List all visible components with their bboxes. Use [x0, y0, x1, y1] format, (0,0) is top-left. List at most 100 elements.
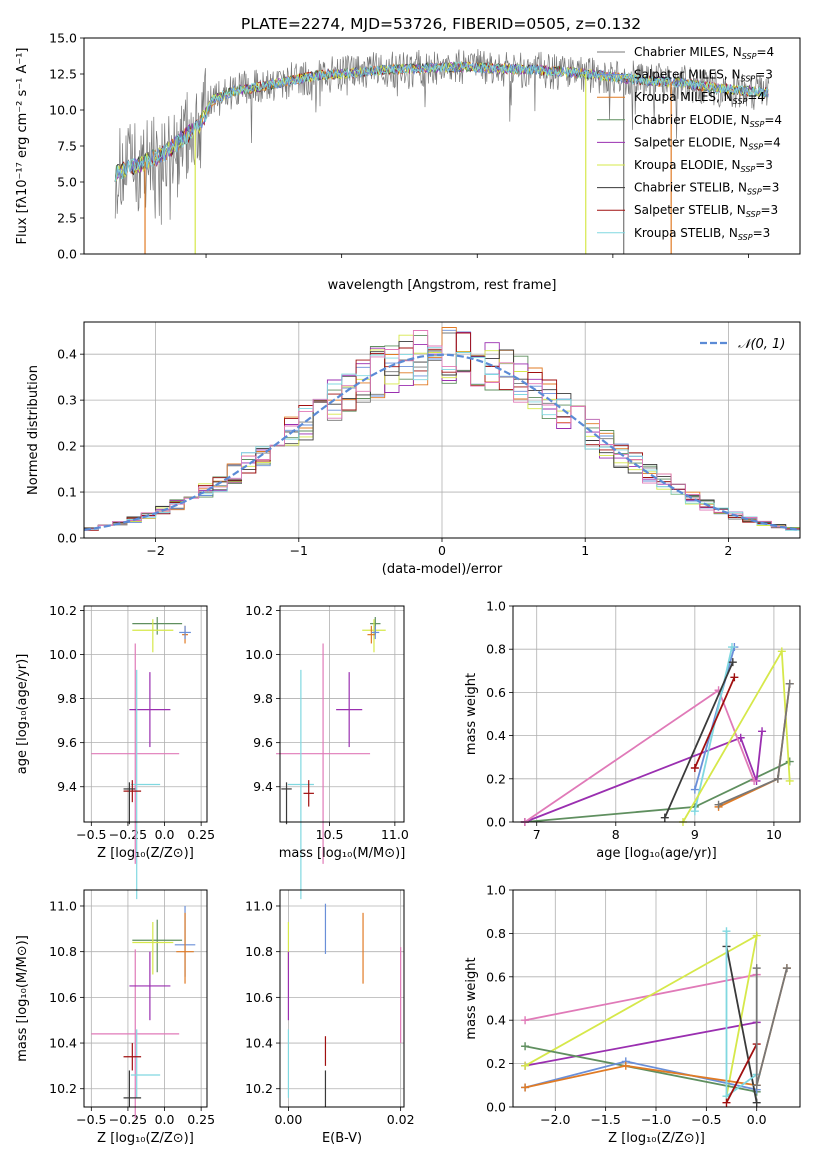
y-tick-label: 9.8 [57, 691, 77, 706]
histogram-series [84, 330, 800, 533]
x-tick-label: −0.5 [76, 1112, 106, 1127]
y-tick-label: 0.6 [486, 685, 506, 700]
y-tick-label: 0.2 [57, 439, 77, 454]
legend-sub: SSP [746, 210, 761, 219]
y-tick-label: 0.2 [486, 771, 506, 786]
weight-point [782, 964, 791, 973]
normal-curve [83, 353, 801, 531]
weight-point [785, 757, 794, 766]
y-tick-label: 10.0 [49, 103, 77, 118]
weight-point [722, 1098, 731, 1107]
x-axis-label: Z [log₁₀(Z/Z⊙)] [608, 1131, 705, 1146]
x-tick-label: 0.0 [155, 1112, 175, 1127]
y-tick-label: 9.4 [57, 779, 77, 794]
x-tick-label: −0.25 [109, 827, 147, 842]
legend-label: Salpeter ELODIE, NSSP=4 [634, 135, 781, 151]
y-tick-label: 2.5 [57, 211, 77, 226]
weight-point [758, 727, 767, 736]
y-axis-label: Flux [fλ10⁻¹⁷ erg cm⁻² s⁻¹ A⁻¹] [15, 48, 30, 245]
y-tick-label: 0.0 [57, 247, 77, 262]
x-tick-label: −0.5 [76, 827, 106, 842]
weight-series-line [693, 676, 736, 769]
legend-tail: =3 [755, 68, 773, 82]
weight-series-line [725, 1043, 758, 1104]
weight-point [750, 776, 759, 785]
y-tick-label: 10.8 [49, 944, 77, 959]
x-tick-label: −0.25 [109, 1112, 147, 1127]
weight-point [752, 1081, 761, 1090]
x-tick-label: 0.00 [274, 1112, 302, 1127]
x-tick-label: 0 [438, 543, 446, 558]
axes-frame [83, 605, 208, 823]
y-tick-label: 10.2 [49, 1081, 77, 1096]
y-tick-label: 10.4 [245, 1036, 273, 1051]
y-tick-label: 5.0 [57, 175, 77, 190]
y-tick-label: 0.6 [486, 969, 506, 984]
weight-point [521, 1083, 530, 1092]
y-axis-label: age [log₁₀(age/yr)] [15, 654, 30, 775]
age-vs-metallicity-panel: −0.5 −0.25 0.0 0.25 9.4 9.6 9.8 10.0 10.2 Z [log₁… [15, 603, 215, 900]
mass-vs-ebv-panel: 0.00 0.02 10.2 10.4 10.6 10.8 11.0 E(B-V) [245, 889, 415, 1146]
x-tick-label: 10.5 [316, 827, 344, 842]
weight-series-line [755, 967, 788, 1086]
x-axis-label: wavelength [Angstrom, rest frame] [328, 278, 557, 293]
legend-sub: SSP [742, 52, 757, 61]
figure-title: PLATE=2274, MJD=53726, FIBERID=0505, z=0… [241, 15, 641, 33]
legend-label: 𝒩(0, 1) [738, 337, 785, 352]
weight-series-line [718, 683, 791, 806]
legend-text: Chabrier MILES, N [634, 45, 742, 59]
y-tick-label: 0.2 [486, 1056, 506, 1071]
weight-series-line [524, 731, 763, 823]
y-tick-label: 12.5 [49, 67, 77, 82]
weight-point [752, 1098, 761, 1107]
x-tick-label: 0.0 [155, 827, 175, 842]
weight-series-line [524, 1045, 757, 1093]
y-tick-label: 10.8 [245, 944, 273, 959]
weight-point [722, 927, 731, 936]
legend-tail: =4 [756, 45, 774, 59]
legend-label: Salpeter STELIB, NSSP=3 [634, 203, 778, 219]
y-tick-label: 0.0 [486, 1100, 506, 1115]
weight-point [785, 776, 794, 785]
x-axis-label: Z [log₁₀(Z/Z⊙)] [97, 846, 194, 861]
legend-sub: SSP [750, 120, 765, 129]
legend-sub: SSP [733, 97, 748, 106]
legend-tail: =4 [763, 135, 781, 149]
weight-series-line [524, 933, 758, 1097]
y-tick-label: 11.0 [49, 898, 77, 913]
axes-frame [279, 889, 405, 1108]
weight-point [521, 1016, 530, 1025]
weight-point [785, 679, 794, 688]
x-tick-label: 10 [766, 827, 782, 842]
x-tick-label: −2 [146, 543, 164, 558]
legend-text: Salpeter ELODIE, N [634, 135, 748, 149]
x-tick-label: −0.5 [691, 1112, 721, 1127]
weight-point [752, 964, 761, 973]
legend-sub: SSP [741, 75, 756, 84]
weight-series-line [663, 661, 734, 819]
x-tick-label: 11.0 [381, 827, 409, 842]
x-tick-label: −1 [290, 543, 308, 558]
legend-sub: SSP [741, 165, 756, 174]
weight-point [777, 647, 786, 656]
y-axis-label: Normed distribution [26, 365, 41, 495]
weight-vs-metallicity-panel: −2.0 −1.5 −1.0 −0.5 0.0 0.0 0.2 0.4 0.6 0.8 1.0 Z [… [464, 883, 801, 1146]
weight-point [752, 931, 761, 940]
x-tick-label: 1 [581, 543, 589, 558]
y-tick-label: 0.0 [57, 531, 77, 546]
weight-point [728, 658, 737, 667]
legend-tail: =4 [747, 90, 765, 104]
y-tick-label: 9.4 [253, 779, 273, 794]
legend-tail: =3 [755, 158, 773, 172]
weight-series-line [725, 946, 758, 1103]
y-tick-label: 9.8 [253, 691, 273, 706]
y-tick-label: 10.2 [49, 603, 77, 618]
x-tick-label: 8 [612, 827, 620, 842]
legend-tail: =3 [753, 226, 771, 240]
y-tick-label: 11.0 [245, 898, 273, 913]
y-tick-label: 10.2 [245, 603, 273, 618]
x-tick-label: 2 [724, 543, 732, 558]
weight-series-line [693, 646, 733, 812]
legend-label: Salpeter MILES, NSSP=3 [634, 68, 773, 84]
